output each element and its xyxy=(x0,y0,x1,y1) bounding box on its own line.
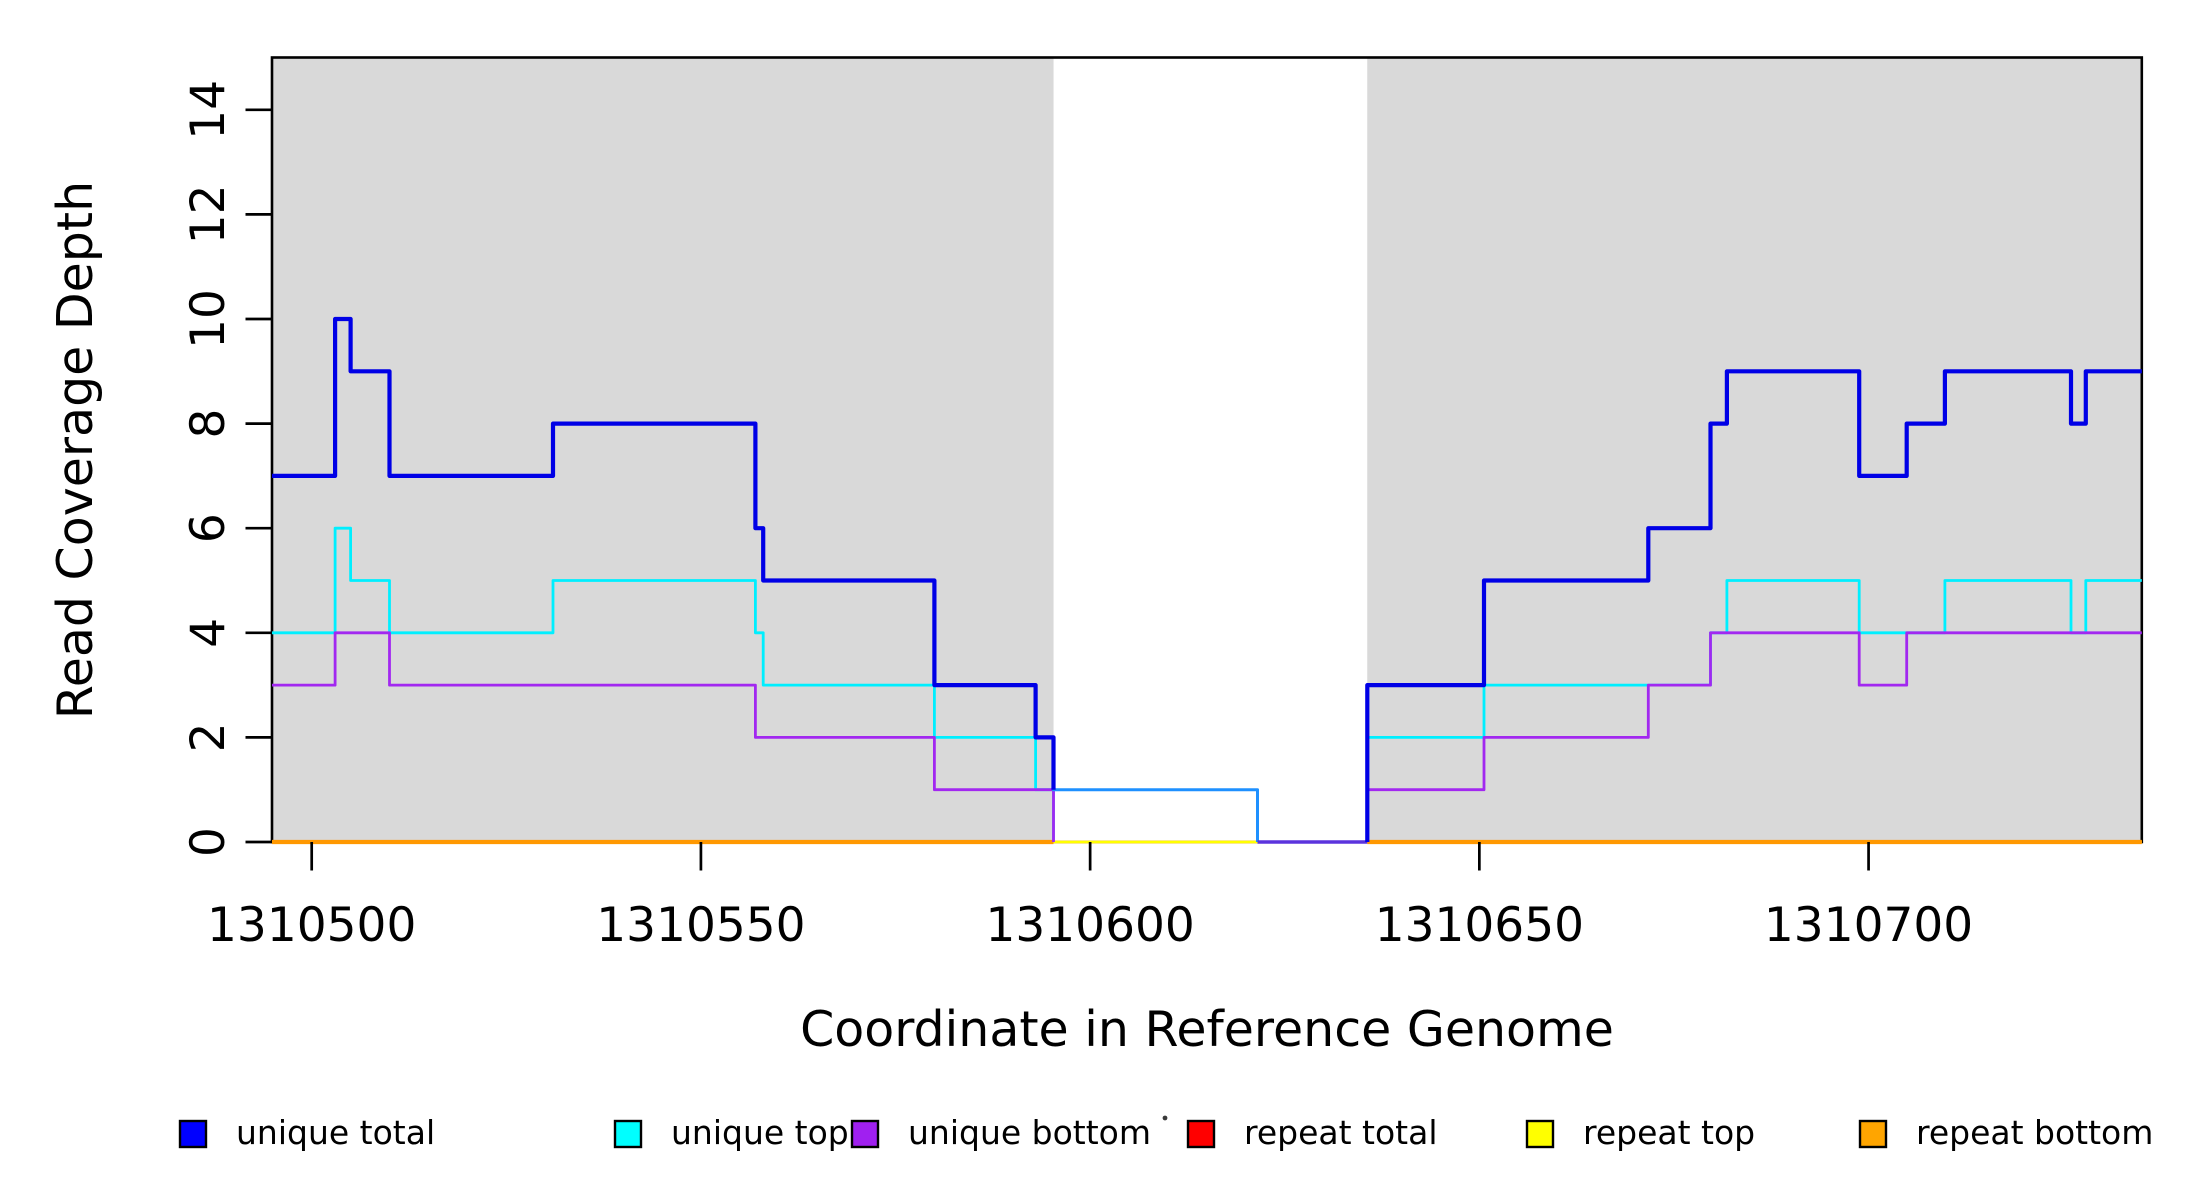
legend-item-unique-top: unique top xyxy=(613,1113,849,1152)
series-line-unique-total xyxy=(1365,369,2142,842)
x-tick-label: 1310700 xyxy=(1764,898,1973,953)
x-tick-label: 1310550 xyxy=(596,898,805,953)
series-line-unique-bottom xyxy=(1365,631,2142,842)
legend-item-unique-bottom: unique bottom xyxy=(850,1113,1151,1152)
stray-dot xyxy=(1162,1115,1168,1121)
y-tick-label: 6 xyxy=(181,513,236,543)
series-lines-layer xyxy=(272,316,2142,845)
legend-item-repeat-bottom: repeat bottom xyxy=(1858,1113,2153,1152)
shaded-regions-layer xyxy=(272,57,2142,842)
legend-swatch xyxy=(1186,1119,1216,1149)
legend-item-repeat-total: repeat total xyxy=(1186,1113,1438,1152)
legend-item-unique-total: unique total xyxy=(178,1113,435,1152)
legend-label: repeat bottom xyxy=(1916,1113,2153,1152)
y-tick-label: 10 xyxy=(181,289,236,349)
legend-item-repeat-top: repeat top xyxy=(1525,1113,1755,1152)
axes-layer: 1310500 1310550 1310600 1310650 1310700 0 2 4 6 8… xyxy=(47,80,1973,1058)
legend-swatch xyxy=(613,1119,643,1149)
legend-swatch xyxy=(1525,1119,1555,1149)
legend-layer: unique total unique top unique bottom repea… xyxy=(178,1113,2153,1152)
y-tick-label: 4 xyxy=(181,618,236,648)
y-axis-title: Read Coverage Depth xyxy=(47,181,104,719)
series-line-unique-total xyxy=(272,316,1056,790)
legend-swatch xyxy=(850,1119,880,1149)
x-tick-label: 1310600 xyxy=(985,898,1194,953)
legend-label: repeat top xyxy=(1583,1113,1755,1152)
series-line-unique-bottom xyxy=(272,631,1055,842)
x-tick-label: 1310500 xyxy=(207,898,416,953)
y-tick-label: 0 xyxy=(181,827,236,857)
y-tick-label: 8 xyxy=(181,409,236,439)
x-axis-title: Coordinate in Reference Genome xyxy=(800,1001,1614,1058)
y-tick-label: 14 xyxy=(181,80,236,140)
legend-label: repeat total xyxy=(1244,1113,1438,1152)
legend-label: unique total xyxy=(236,1113,435,1152)
unique-region-right xyxy=(1367,57,2142,842)
legend-label: unique bottom xyxy=(908,1113,1151,1152)
legend-swatch xyxy=(178,1119,208,1149)
legend-label: unique top xyxy=(671,1113,849,1152)
unique-region-left xyxy=(272,57,1054,842)
legend-swatch xyxy=(1858,1119,1888,1149)
repeat-region-depth-1-line xyxy=(1052,758,1259,842)
y-tick-label: 12 xyxy=(181,184,236,244)
x-tick-label: 1310650 xyxy=(1375,898,1584,953)
y-tick-label: 2 xyxy=(181,722,236,752)
